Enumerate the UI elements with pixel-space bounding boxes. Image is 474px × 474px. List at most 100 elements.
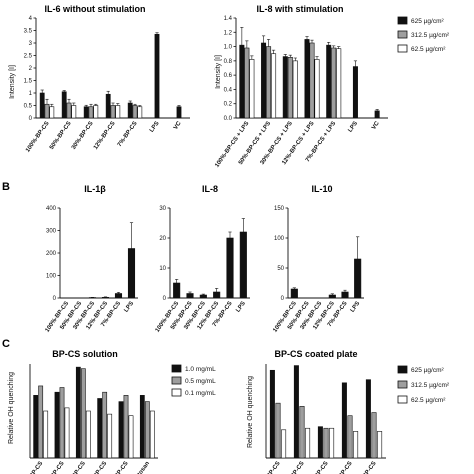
chart-a1-bar-0-0 [39,92,45,119]
chart-a1-ylabel: Intensity [I] [9,65,16,99]
chart-a1-bar-1-1 [66,102,72,119]
chart-a1-ytick-label-5: 2.5 [24,54,33,60]
chart-c2-bar-2-2 [329,427,335,459]
legend-c1-swatch-mid [171,376,182,385]
chart-c2-xtick-label-4: 7%-BP-CS [356,461,378,474]
chart-a2-bar-1-0 [261,42,267,119]
panel-label-c: C [2,338,10,350]
chart-a2-bar-1-2 [271,53,277,119]
plots: 0 0.5 1 1.5 2 2.5 3 3.5 4 100%-BP-CS 50%-BP-CS 30%-… [19,16,388,474]
chart-a2-bar-2-2 [292,60,298,119]
chart-a2-xtick-label-5: LPS [347,121,359,134]
chart-c1-bar-2-0 [75,366,81,459]
chart-c2-title: BP-CS coated plate [274,349,357,359]
chart-b1-bar-5-0 [127,248,136,299]
legend-c1-swatch-light [171,388,182,397]
chart-c2-bar-0-2 [281,429,287,459]
chart-c1-bar-3-1 [102,391,108,459]
chart-a2-bar-3-1 [309,42,315,119]
legend-a: 625 µg/cm² 312.5 µg/cm² 62.5 µg/cm² [397,16,450,53]
chart-c1-bar-1-2 [64,407,70,459]
legend-a-label-3: 62.5 µg/cm² [411,46,446,53]
chart-a1-bar-3-1 [110,105,116,119]
legend-c1: 1.0 mg/mL 0.5 mg/mL 0.1 mg/mL [171,364,216,397]
chart-b2-bar-1-0 [186,293,194,299]
chart-c2-bar-2-0 [317,426,323,459]
chart-c1-xtick-label-1: 50%-BP-CS [42,461,66,474]
chart-c1-bar-5-0 [139,395,145,459]
chart-a2-ytick-label-2: 0.4 [224,87,233,93]
chart-a1-ytick-label-6: 3 [29,41,33,47]
chart-a2-bar-0-0 [239,44,245,119]
chart-a2-ylabel: Intensity [I] [215,55,222,89]
chart-a2-bar-0-2 [249,59,255,119]
chart-a1-title: IL-6 without stimulation [45,4,146,14]
chart-c1-bar-4-0 [118,401,124,459]
chart-c2-bar-4-0 [365,379,371,459]
chart-a1-ytick-label-3: 1.5 [24,79,33,85]
chart-a1-bar-6-0 [176,106,182,119]
chart-a2-bar-0-1 [244,47,250,119]
chart-c2-ylabel: Relative OH quenching [247,376,254,448]
legend-a-label-1: 625 µg/cm² [411,18,444,25]
chart-a1-xtick-label-2: 30%-BP-CS [71,121,95,151]
chart-a1-xtick-label-4: 7%-BP-CS [117,121,139,148]
chart-c1-bar-2-1 [80,368,86,459]
chart-a1-bar-2-0 [83,106,89,119]
chart-a2-ytick-label-4: 0.8 [224,59,233,65]
chart-a1-ytick-label-7: 3.5 [24,29,33,35]
chart-b2-bar-5-0 [239,231,247,299]
legend-c1-swatch-dark [171,364,182,373]
chart-c2-bar-4-2 [377,431,383,459]
legend-c1-label-3: 0.1 mg/mL [185,390,216,397]
chart-c1-bar-0-2 [43,410,49,459]
chart-a1-bar-0-2 [49,106,55,119]
chart-a1-bar-0-1 [44,103,50,119]
chart-a1-bar-3-2 [115,105,121,119]
legend-c2-swatch-mid [397,380,408,389]
chart-a2-xtick-label-6: VC [371,120,381,131]
chart-a1-ytick-label-2: 1 [29,91,33,97]
legend-c2-swatch-dark [397,365,408,374]
chart-c1-bar-2-2 [85,410,91,459]
chart-b2-ytick-label-3: 30 [159,206,166,212]
chart-a2-bar-2-0 [282,56,288,119]
chart-c1-bar-0-0 [33,395,39,459]
chart-a1-bar-1-2 [71,105,77,119]
chart-b1-bar-4-0 [114,293,123,299]
chart-a1-ytick-label-8: 4 [29,16,33,22]
chart-b1-bar-3-0 [101,297,110,299]
chart-a2-bar-2-1 [287,56,293,119]
chart-c2-bar-1-2 [305,427,311,459]
chart-a2-title: IL-8 with stimulation [257,4,344,14]
chart-a1-xtick-label-0: 100%-BP-CS [25,121,51,154]
chart-c2-xtick-label-0: 100%-BP-CS [256,461,282,474]
chart-b2-bar-0-0 [173,282,181,299]
chart-c2-bar-4-1 [371,412,377,459]
chart-b1-ytick-label-4: 400 [46,206,57,212]
chart-c1-bar-1-0 [54,391,60,459]
chart-b2-ytick-label-2: 20 [159,236,166,242]
chart-c2-bar-0-1 [275,402,281,459]
chart-b3-xtick-label-5: LPS [350,301,362,314]
chart-a1-ytick-label-4: 2 [29,66,33,72]
legend-c2-label-1: 625 µg/cm² [411,367,444,374]
chart-c1-bar-5-2 [149,410,155,459]
legend-c2-label-2: 312.5 µg/cm² [411,382,450,389]
chart-c1-bar-1-1 [59,387,65,459]
chart-b2-ytick-label-1: 10 [159,266,166,272]
chart-a1-xtick-label-3: 12%-BP-CS [93,121,117,151]
chart-c2-bar-3-1 [347,415,353,459]
chart-a1-bar-2-1 [88,106,94,119]
chart-c1-xtick-label-5: Chitosan [131,460,151,474]
chart-c1-bar-3-0 [97,398,103,459]
chart-b3-bar-4-0 [341,291,349,299]
chart-a2-ytick-label-0: 0.0 [224,116,233,122]
chart-c2-bar-3-2 [353,431,359,459]
chart-b3-ytick-label-0: 0 [281,296,285,302]
chart-a1-ytick-label-1: 0.5 [24,104,33,110]
chart-a2-bar-1-1 [266,46,272,119]
chart-a2-bar-6-0 [374,110,380,119]
chart-b3-bar-3-0 [328,294,336,299]
